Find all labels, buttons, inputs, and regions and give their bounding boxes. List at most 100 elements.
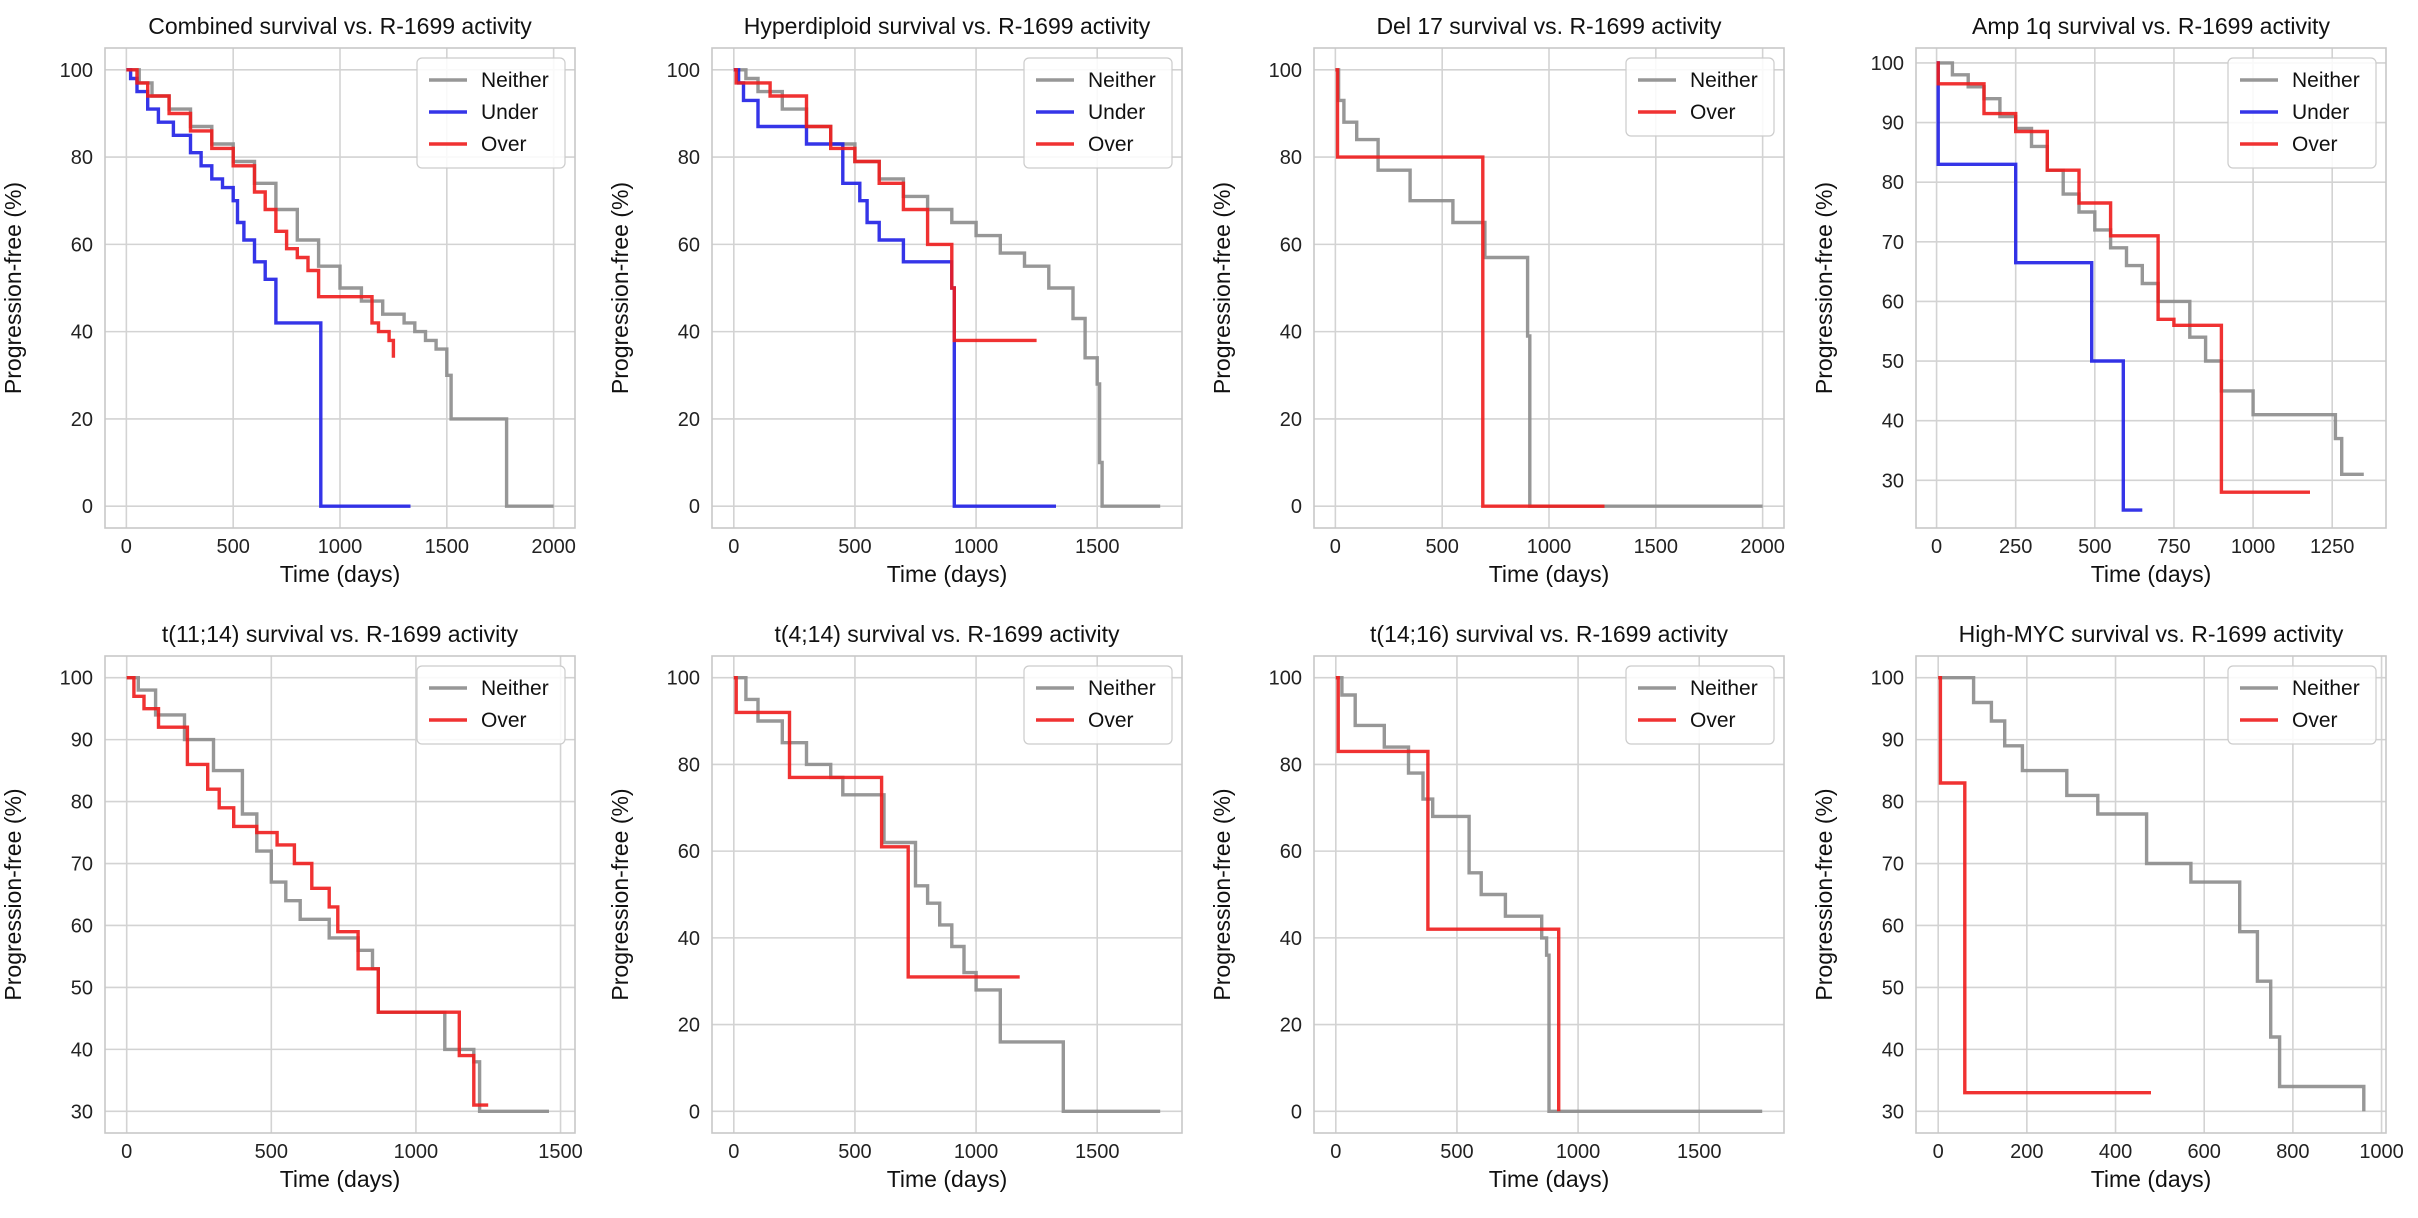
plot-frame — [104, 47, 576, 529]
legend-label: Under — [1088, 101, 1145, 124]
y-tick-label: 80 — [71, 147, 93, 169]
y-tick-label: 60 — [678, 841, 700, 863]
chart-title: Combined survival vs. R-1699 activity — [148, 13, 532, 39]
legend-label: Over — [1690, 709, 1736, 732]
y-axis-label: Progression-free (%) — [1209, 182, 1235, 394]
chart-title: Hyperdiploid survival vs. R-1699 activit… — [744, 13, 1151, 39]
y-tick-label: 20 — [678, 409, 700, 431]
y-tick-label: 100 — [667, 60, 700, 82]
x-axis-label: Time (days) — [1489, 1166, 1610, 1192]
legend-box — [416, 57, 566, 169]
x-tick-label: 1000 — [1527, 536, 1572, 558]
chart-panel-3: 0 500 1000 1500 2000 0 20 40 60 80 100 Del 17 survi… — [1209, 13, 1785, 587]
series-line-over — [126, 676, 489, 1107]
chart-title: Amp 1q survival vs. R-1699 activity — [1972, 13, 2330, 39]
x-tick-label: 1000 — [2359, 1141, 2404, 1163]
chart-panel-7: 0 500 1000 1500 0 20 40 60 80 100 t(14;16) surviva… — [1209, 621, 1785, 1192]
y-tick-label: 60 — [71, 234, 93, 256]
y-axis-label: Progression-free (%) — [607, 788, 633, 1000]
x-tick-label: 500 — [838, 536, 871, 558]
x-tick-label: 0 — [121, 1141, 132, 1163]
y-tick-label: 80 — [1280, 147, 1302, 169]
x-tick-label: 1000 — [394, 1141, 439, 1163]
legend-label: Over — [2292, 133, 2338, 156]
legend-label: Over — [1690, 101, 1736, 124]
x-tick-label: 500 — [2078, 536, 2111, 558]
y-tick-label: 60 — [1882, 915, 1904, 937]
plot-frame — [1313, 655, 1785, 1134]
x-tick-label: 500 — [1440, 1141, 1473, 1163]
x-tick-label: 600 — [2188, 1141, 2221, 1163]
legend-box — [1023, 665, 1173, 745]
legend-label: Under — [481, 101, 538, 124]
y-tick-label: 20 — [1280, 1015, 1302, 1037]
x-tick-label: 2000 — [531, 536, 576, 558]
legend-label: Under — [2292, 101, 2349, 124]
legend-box — [1625, 57, 1775, 137]
series-line-neither — [733, 676, 1161, 1113]
y-tick-label: 80 — [678, 147, 700, 169]
series-line-over — [733, 676, 1020, 979]
legend-label: Neither — [1088, 69, 1156, 92]
legend-label: Neither — [1088, 677, 1156, 700]
y-tick-label: 90 — [71, 730, 93, 752]
series-line-over — [126, 68, 396, 358]
y-tick-label: 0 — [689, 496, 700, 518]
x-tick-label: 0 — [728, 1141, 739, 1163]
y-tick-label: 80 — [1280, 754, 1302, 776]
y-axis-label: Progression-free (%) — [0, 788, 26, 1000]
legend-label: Over — [2292, 709, 2338, 732]
plot-frame — [711, 655, 1183, 1134]
legend: Neither Over — [1625, 57, 1775, 137]
x-tick-label: 1000 — [318, 536, 363, 558]
y-tick-label: 90 — [1882, 113, 1904, 135]
x-tick-label: 0 — [728, 536, 739, 558]
series-line-neither — [1936, 61, 2364, 476]
x-tick-label: 800 — [2276, 1141, 2309, 1163]
legend-label: Neither — [1690, 69, 1758, 92]
chart-title: t(11;14) survival vs. R-1699 activity — [162, 621, 519, 647]
x-tick-label: 500 — [216, 536, 249, 558]
legend: Neither Over — [416, 665, 566, 745]
x-tick-label: 1000 — [954, 536, 999, 558]
x-tick-label: 1000 — [1556, 1141, 1601, 1163]
legend-label: Neither — [2292, 69, 2360, 92]
series-line-over — [1335, 68, 1605, 508]
x-tick-label: 200 — [2010, 1141, 2043, 1163]
x-tick-label: 250 — [1999, 536, 2032, 558]
legend-label: Neither — [481, 69, 549, 92]
x-tick-label: 0 — [1330, 536, 1341, 558]
y-axis-label: Progression-free (%) — [1209, 788, 1235, 1000]
y-tick-label: 70 — [1882, 232, 1904, 254]
chart-title: Del 17 survival vs. R-1699 activity — [1376, 13, 1722, 39]
y-tick-label: 100 — [667, 668, 700, 690]
y-tick-label: 70 — [71, 854, 93, 876]
plot-frame — [711, 47, 1183, 529]
legend: Neither Under Over — [1023, 57, 1173, 169]
y-tick-label: 40 — [1882, 411, 1904, 433]
y-tick-label: 60 — [1280, 234, 1302, 256]
legend-label: Over — [481, 709, 527, 732]
legend: Neither Under Over — [416, 57, 566, 169]
y-tick-label: 60 — [1280, 841, 1302, 863]
legend: Neither Over — [2227, 665, 2377, 745]
series-line-over — [733, 68, 1037, 343]
x-axis-label: Time (days) — [2091, 561, 2212, 587]
y-tick-label: 40 — [1882, 1039, 1904, 1061]
chart-title: High-MYC survival vs. R-1699 activity — [1959, 621, 2344, 647]
y-tick-label: 70 — [1882, 854, 1904, 876]
series-line-over — [1335, 676, 1561, 1112]
legend-label: Neither — [481, 677, 549, 700]
series-line-neither — [1938, 676, 2366, 1112]
chart-panel-1: 0 500 1000 1500 2000 0 20 40 60 80 100 Combined sur… — [0, 13, 576, 587]
x-tick-label: 1500 — [1677, 1141, 1722, 1163]
y-tick-label: 40 — [71, 1039, 93, 1061]
y-tick-label: 80 — [71, 792, 93, 814]
series-line-neither — [1335, 676, 1763, 1113]
series-line-under — [126, 68, 411, 508]
plot-frame — [1915, 655, 2387, 1134]
x-tick-label: 1500 — [425, 536, 470, 558]
x-tick-label: 400 — [2099, 1141, 2132, 1163]
y-tick-label: 90 — [1882, 730, 1904, 752]
